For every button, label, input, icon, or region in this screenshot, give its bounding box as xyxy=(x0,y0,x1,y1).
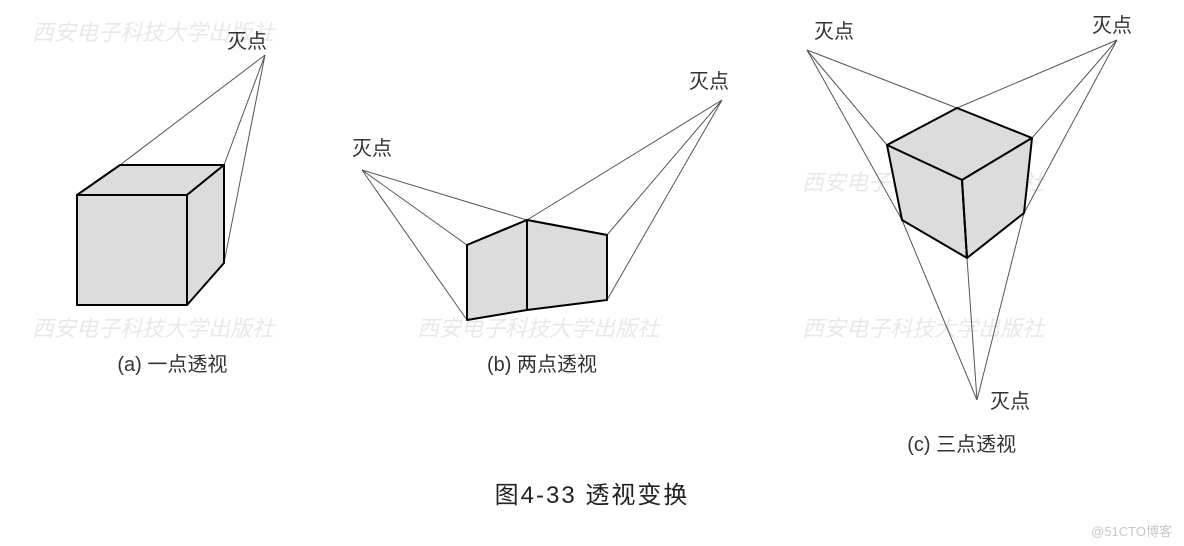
svg-text:灭点: 灭点 xyxy=(352,137,392,160)
svg-text:西安电子科技大学出版社: 西安电子科技大学出版社 xyxy=(32,316,276,340)
panel-a: 西安电子科技大学出版社西安电子科技大学出版社灭点 (a) 一点透视 xyxy=(22,10,322,457)
corner-watermark: @51CTO博客 xyxy=(1091,521,1172,540)
panel-b: 西安电子科技大学出版社灭点灭点 (b) 两点透视 xyxy=(327,10,757,457)
svg-text:灭点: 灭点 xyxy=(814,20,854,43)
svg-text:西安电子科技大学出版社: 西安电子科技大学出版社 xyxy=(417,316,661,340)
caption-b: (b) 两点透视 xyxy=(487,348,597,377)
figure-title: 图4-33 透视变换 xyxy=(495,475,690,510)
svg-text:灭点: 灭点 xyxy=(227,30,267,53)
diagram-two-point: 西安电子科技大学出版社灭点灭点 xyxy=(327,10,757,340)
svg-text:灭点: 灭点 xyxy=(1092,14,1132,37)
caption-c: (c) 三点透视 xyxy=(907,428,1016,457)
diagram-three-point: 西安电子科技大学出版社西安电子科技大学出版社灭点灭点灭点 xyxy=(762,10,1162,420)
diagram-one-point: 西安电子科技大学出版社西安电子科技大学出版社灭点 xyxy=(22,10,322,340)
caption-a: (a) 一点透视 xyxy=(117,348,227,377)
panel-c: 西安电子科技大学出版社西安电子科技大学出版社灭点灭点灭点 (c) 三点透视 xyxy=(762,10,1162,457)
svg-text:灭点: 灭点 xyxy=(990,390,1030,413)
panels-row: 西安电子科技大学出版社西安电子科技大学出版社灭点 (a) 一点透视 西安电子科技… xyxy=(0,0,1184,457)
svg-text:灭点: 灭点 xyxy=(689,70,729,93)
svg-text:西安电子科技大学出版社: 西安电子科技大学出版社 xyxy=(802,316,1046,341)
figure-container: 西安电子科技大学出版社西安电子科技大学出版社灭点 (a) 一点透视 西安电子科技… xyxy=(0,0,1184,510)
